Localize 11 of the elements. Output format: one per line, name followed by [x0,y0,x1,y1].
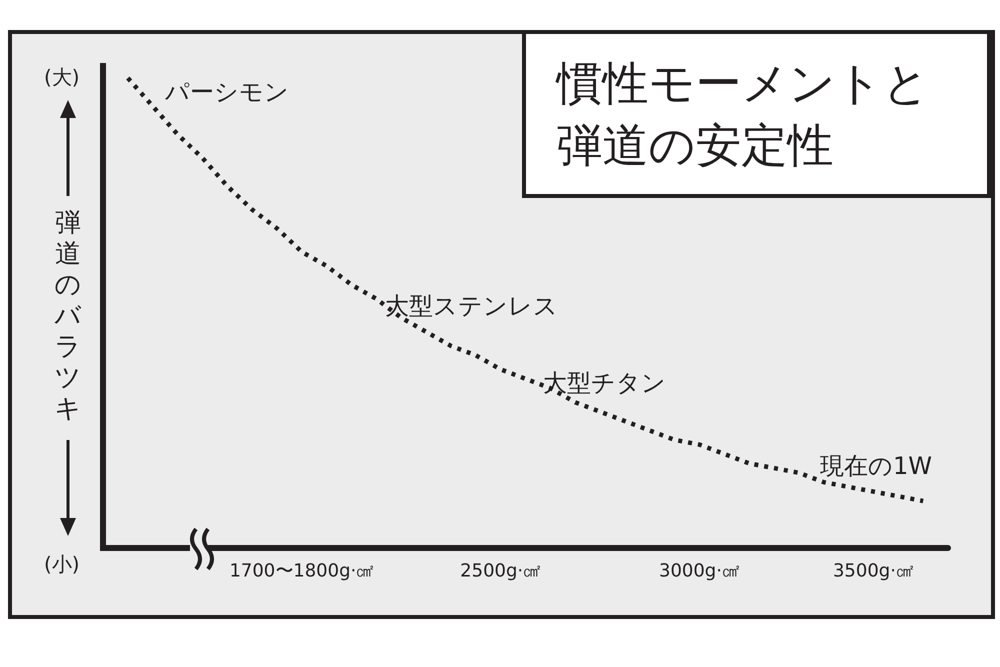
x-tick-label: 3000g·㎠ [658,560,740,582]
annotation: 大型ステンレス [385,291,558,322]
text: (大) [44,64,80,91]
text: (小) [44,551,80,578]
annotation: 現在の1W [820,451,932,482]
y-axis-title: 弾道のバラツキ [54,208,82,425]
x-tick-label: 1700〜1800g·㎠ [229,560,374,582]
chart-title: 慣性モーメントと弾道の安定性 [556,55,930,174]
x-tick-label: 3500g·㎠ [832,560,914,582]
x-tick-label: 2500g·㎠ [460,560,542,582]
annotation: パーシモン [165,77,289,108]
